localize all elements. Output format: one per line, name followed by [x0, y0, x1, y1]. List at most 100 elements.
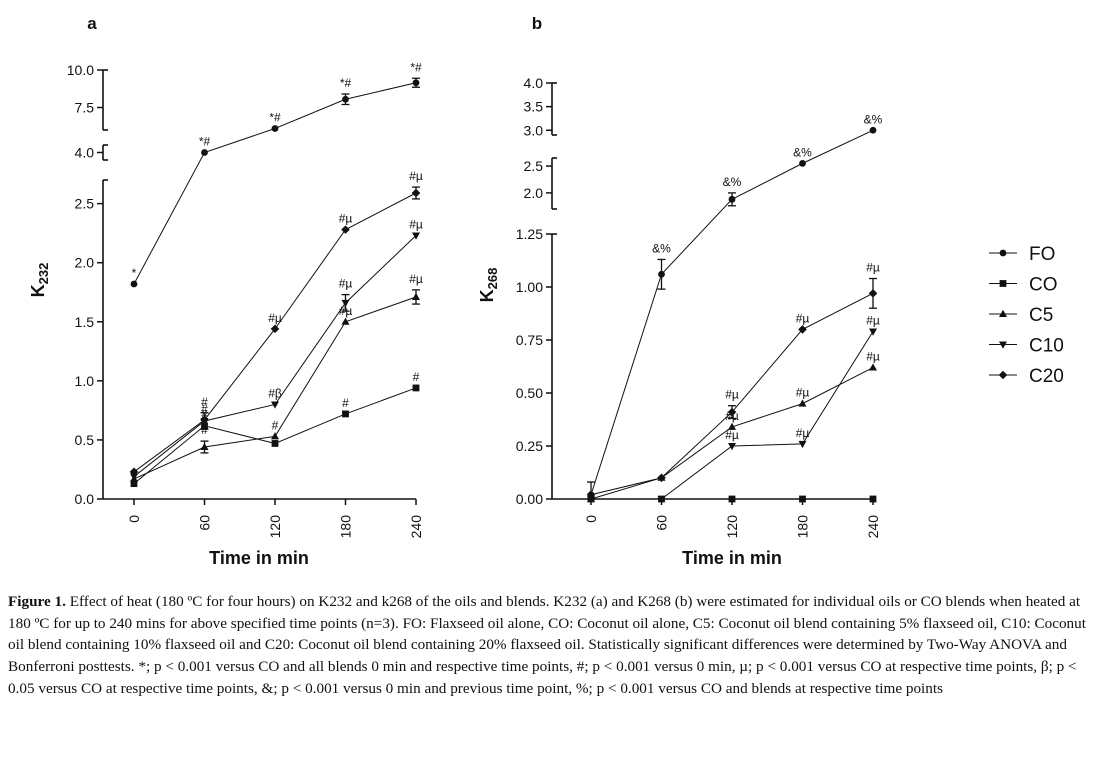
data-point-C10 — [869, 328, 877, 336]
significance-annotation: #µ — [866, 261, 880, 275]
significance-annotation: #µ — [866, 314, 880, 328]
data-point-C20 — [727, 407, 737, 417]
data-point-C5 — [869, 363, 877, 371]
x-tick-label: 240 — [865, 515, 881, 539]
legend-marker-FO — [999, 249, 1007, 257]
y-tick-label: 10.0 — [67, 62, 94, 78]
significance-annotation: * — [132, 266, 137, 280]
significance-annotation: # — [201, 402, 208, 416]
figure-caption: Figure 1. Effect of heat (180 ºC for fou… — [8, 591, 1096, 700]
legend-marker-C20 — [998, 370, 1008, 380]
significance-annotation: #µ — [866, 350, 880, 364]
data-point-CO — [799, 495, 806, 503]
significance-annotation: # — [342, 396, 349, 410]
data-point-C20 — [129, 467, 139, 477]
data-point-C20 — [200, 415, 209, 425]
significance-annotation: # — [201, 423, 208, 437]
significance-annotation: #µ — [409, 169, 423, 183]
legend-marker-C5 — [999, 309, 1007, 317]
data-point-C20 — [341, 225, 350, 234]
significance-annotation: *# — [199, 135, 211, 149]
data-point-C10 — [657, 496, 666, 504]
significance-annotation: *# — [340, 76, 352, 90]
legend-marker-C10 — [999, 341, 1007, 349]
significance-annotation: #µ — [796, 426, 810, 440]
data-point-CO — [412, 384, 420, 392]
data-point-C20 — [798, 325, 807, 334]
significance-annotation: &% — [652, 241, 671, 255]
x-tick-label: 240 — [408, 515, 424, 539]
significance-annotation: #µ — [339, 212, 353, 226]
y-tick-label: 1.0 — [75, 373, 95, 389]
y-axis-title-subscript: 268 — [485, 268, 500, 290]
data-point-C20 — [868, 289, 878, 298]
y-tick-label: 3.5 — [524, 99, 544, 115]
significance-annotation: &% — [864, 112, 883, 126]
data-point-CO — [728, 495, 736, 503]
data-point-C20 — [657, 473, 666, 483]
legend-label: FO — [1029, 244, 1055, 265]
x-tick-label: 60 — [197, 515, 213, 531]
significance-annotation: #µ — [268, 311, 282, 325]
data-point-CO — [342, 410, 349, 418]
significance-annotation: #µ — [725, 388, 739, 402]
data-point-C10 — [341, 299, 350, 308]
data-point-FO — [271, 125, 279, 132]
x-tick-label: 180 — [338, 515, 354, 539]
y-tick-label: 0.75 — [516, 332, 543, 348]
data-point-C5 — [798, 399, 807, 407]
x-tick-label: 120 — [267, 515, 283, 539]
x-tick-label: 60 — [654, 515, 670, 531]
significance-annotation: #µ — [339, 277, 353, 291]
y-tick-label: 1.5 — [75, 314, 95, 330]
data-point-C5 — [200, 442, 209, 451]
data-point-C20 — [411, 188, 421, 198]
significance-annotation: &% — [793, 145, 812, 159]
data-point-FO — [658, 270, 665, 278]
significance-annotation: #µ — [796, 311, 810, 325]
y-tick-label: 2.5 — [524, 158, 544, 174]
data-point-C5 — [271, 432, 279, 440]
significance-annotation: *# — [269, 111, 281, 125]
y-axis-title: K232 — [28, 263, 51, 298]
x-axis-title: Time in min — [209, 548, 309, 568]
data-point-C5 — [412, 292, 420, 300]
data-point-FO — [342, 95, 349, 103]
significance-annotation: # — [201, 395, 208, 409]
y-tick-label: 1.25 — [516, 226, 543, 242]
data-point-C10 — [271, 401, 279, 409]
significance-annotation: # — [272, 418, 279, 432]
significance-annotation: # — [413, 370, 420, 384]
data-point-FO — [799, 159, 806, 167]
legend-label: C10 — [1029, 336, 1064, 357]
panel-label: a — [87, 14, 97, 33]
significance-annotation: #µ — [796, 386, 810, 400]
panel-label: b — [532, 14, 542, 33]
data-point-FO — [130, 280, 138, 288]
data-point-C5 — [728, 422, 736, 430]
significance-annotation: *# — [410, 60, 422, 74]
data-point-C10 — [130, 473, 138, 481]
y-axis-title-subscript: 232 — [36, 263, 51, 285]
x-tick-label: 120 — [724, 515, 740, 539]
x-tick-label: 0 — [126, 515, 142, 523]
legend-marker-CO — [999, 280, 1007, 287]
data-point-FO — [869, 126, 877, 134]
data-point-CO — [130, 480, 138, 488]
x-tick-label: 180 — [795, 515, 811, 539]
y-tick-label: 4.0 — [524, 75, 544, 91]
y-tick-label: 2.0 — [524, 185, 544, 201]
y-tick-label: 0.50 — [516, 385, 543, 401]
significance-annotation: &% — [723, 175, 742, 189]
x-axis-title: Time in min — [682, 548, 782, 568]
y-tick-label: 3.0 — [524, 122, 544, 138]
significance-annotation: #µ — [409, 272, 423, 286]
data-point-C20 — [586, 490, 596, 500]
y-tick-label: 2.5 — [75, 196, 95, 212]
legend-label: C20 — [1029, 366, 1064, 387]
figure-1-chart: a 0.0 0.5 1.0 1.5 2.0 2.5 4.0 7.5 10.0 0 60 120 180 24… — [28, 14, 1064, 568]
y-tick-label: 0.25 — [516, 438, 543, 454]
x-tick-label: 0 — [583, 515, 599, 523]
y-tick-label: 0.00 — [516, 491, 543, 507]
y-tick-label: 2.0 — [75, 255, 95, 271]
